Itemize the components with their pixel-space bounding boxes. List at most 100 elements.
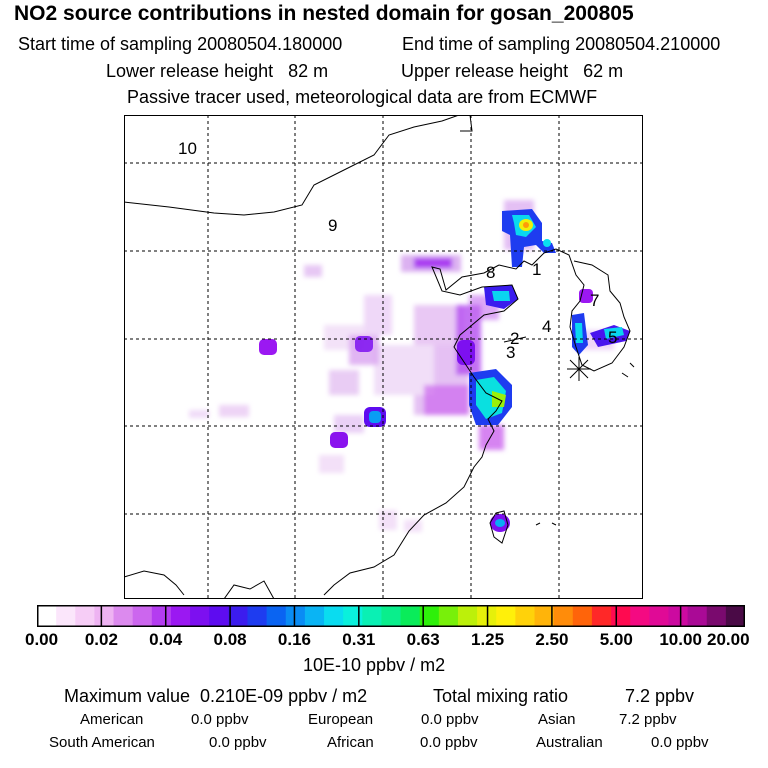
colorbar-tick-label: 0.16 (277, 630, 311, 649)
hotspot-seoul-core (575, 323, 583, 343)
colorbar-tick-label: 10.00 (659, 630, 702, 649)
colorbar-segment (457, 605, 478, 627)
region-label: 10 (178, 139, 197, 158)
colorbar-segment (170, 605, 191, 627)
plume-patch (479, 425, 504, 450)
source-value: 0.0 ppbv (421, 711, 479, 728)
colorbar-tick-label: 0.04 (149, 630, 183, 649)
source-name: African (327, 734, 374, 751)
start-time-label: Start time of sampling 20080504.180000 (18, 34, 343, 54)
colorbar-segment (381, 605, 402, 627)
colorbar (37, 605, 745, 627)
colorbar-segment (209, 605, 229, 627)
border-northeast (460, 115, 473, 132)
colorbar-tick-label: 2.50 (535, 630, 569, 649)
region-label: 9 (328, 216, 337, 235)
colorbar-segment (515, 605, 536, 627)
colorbar-segment (56, 605, 76, 627)
maximum-value-label: Maximum value 0.210E-09 ppbv / m2 (64, 686, 368, 706)
hotspot-shanghai-mid (476, 377, 506, 419)
coast-korea (498, 248, 631, 372)
total-mixing-value: 7.2 ppbv (625, 686, 695, 706)
source-value: 7.2 ppbv (619, 711, 677, 728)
source-value: 0.0 ppbv (651, 734, 709, 751)
source-value: 0.0 ppbv (209, 734, 267, 751)
plume-patch (414, 258, 452, 268)
hotspot-central (355, 336, 373, 352)
plume-patch (329, 370, 359, 395)
colorbar-segment (37, 605, 57, 627)
lower-release-label: Lower release height 82 m (106, 61, 329, 81)
source-value: 0.0 ppbv (420, 734, 478, 751)
lat-lon-grid (124, 115, 643, 599)
receptor-star-icon (567, 357, 591, 381)
region-label: 1 (532, 260, 541, 279)
plot-title: NO2 source contributions in nested domai… (14, 2, 634, 25)
colorbar-segment (725, 605, 745, 627)
source-name: Australian (536, 734, 603, 751)
colorbar-segment (266, 605, 287, 627)
total-mixing-label: Total mixing ratio (433, 686, 569, 706)
map-frame (124, 115, 643, 599)
hotspot-taiwan-core (495, 519, 505, 527)
colorbar-segment (343, 605, 363, 627)
plume-patch (219, 405, 249, 417)
colorbar-segment (496, 605, 516, 627)
plume-patch (379, 510, 397, 530)
hotspot-korea-east-core (604, 327, 624, 339)
colorbar-tick-label: 0.02 (84, 630, 118, 649)
colorbar-segment (706, 605, 727, 627)
colorbar-segment (611, 605, 631, 627)
colorbar-segment (630, 605, 650, 627)
coast-japan-islands (621, 362, 635, 378)
colorbar-segment (247, 605, 268, 627)
end-time-label: End time of sampling 20080504.210000 (402, 34, 721, 54)
colorbar-segment (438, 605, 459, 627)
region-label: 7 (590, 291, 599, 310)
plume-patch (334, 415, 364, 433)
coast-taiwan (489, 510, 509, 544)
source-value: 0.0 ppbv (191, 711, 249, 728)
plume-patch (189, 410, 209, 418)
coast-ryukyu (535, 522, 557, 526)
source-name: European (308, 711, 374, 728)
hotspot-inland-west (259, 339, 277, 355)
data-source-note: Passive tracer used, meteorological data… (127, 87, 598, 107)
colorbar-segment (151, 605, 172, 627)
colorbar-tick-label: 0.00 (25, 630, 59, 649)
plume-patch (364, 295, 392, 335)
source-name: South American (49, 734, 155, 751)
upper-release-label: Upper release height 62 m (401, 61, 624, 81)
border-north (124, 115, 460, 216)
contribution-map: 10 9 8 1 7 4 2 3 5 (124, 115, 643, 599)
colorbar-segment (687, 605, 708, 627)
colorbar-segment (132, 605, 153, 627)
region-label: 2 (510, 329, 519, 348)
colorbar-segment (113, 605, 134, 627)
colorbar-tick-label: 0.08 (213, 630, 247, 649)
plume-patch (414, 305, 464, 345)
colorbar-segment (190, 605, 210, 627)
border-southwest (124, 570, 185, 596)
plume-patch (404, 520, 422, 532)
colorbar-tick-label: 1.25 (470, 630, 505, 649)
colorbar-segment (324, 605, 344, 627)
hotspot-shandong (457, 340, 475, 365)
colorbar-segment (75, 605, 95, 627)
hotspot-inland-south (330, 432, 348, 448)
colorbar-segment (572, 605, 593, 627)
hotspot-beijing-max (523, 222, 529, 228)
colorbar-frame (37, 605, 745, 627)
source-name: Asian (538, 711, 576, 728)
colorbar-tick-label: 0.31 (342, 630, 376, 649)
plume-patch (319, 455, 344, 473)
hotspot-wuhan-core (369, 411, 381, 423)
colorbar-tick-label: 5.00 (599, 630, 633, 649)
colorbar-segment (94, 605, 115, 627)
hotspot-shandong-core (492, 291, 510, 301)
hotspot-tianjin-core (543, 239, 551, 247)
colorbar-segment (668, 605, 689, 627)
colorbar-segment (228, 605, 248, 627)
colorbar-segment (400, 605, 421, 627)
region-2-pointer (503, 336, 527, 343)
